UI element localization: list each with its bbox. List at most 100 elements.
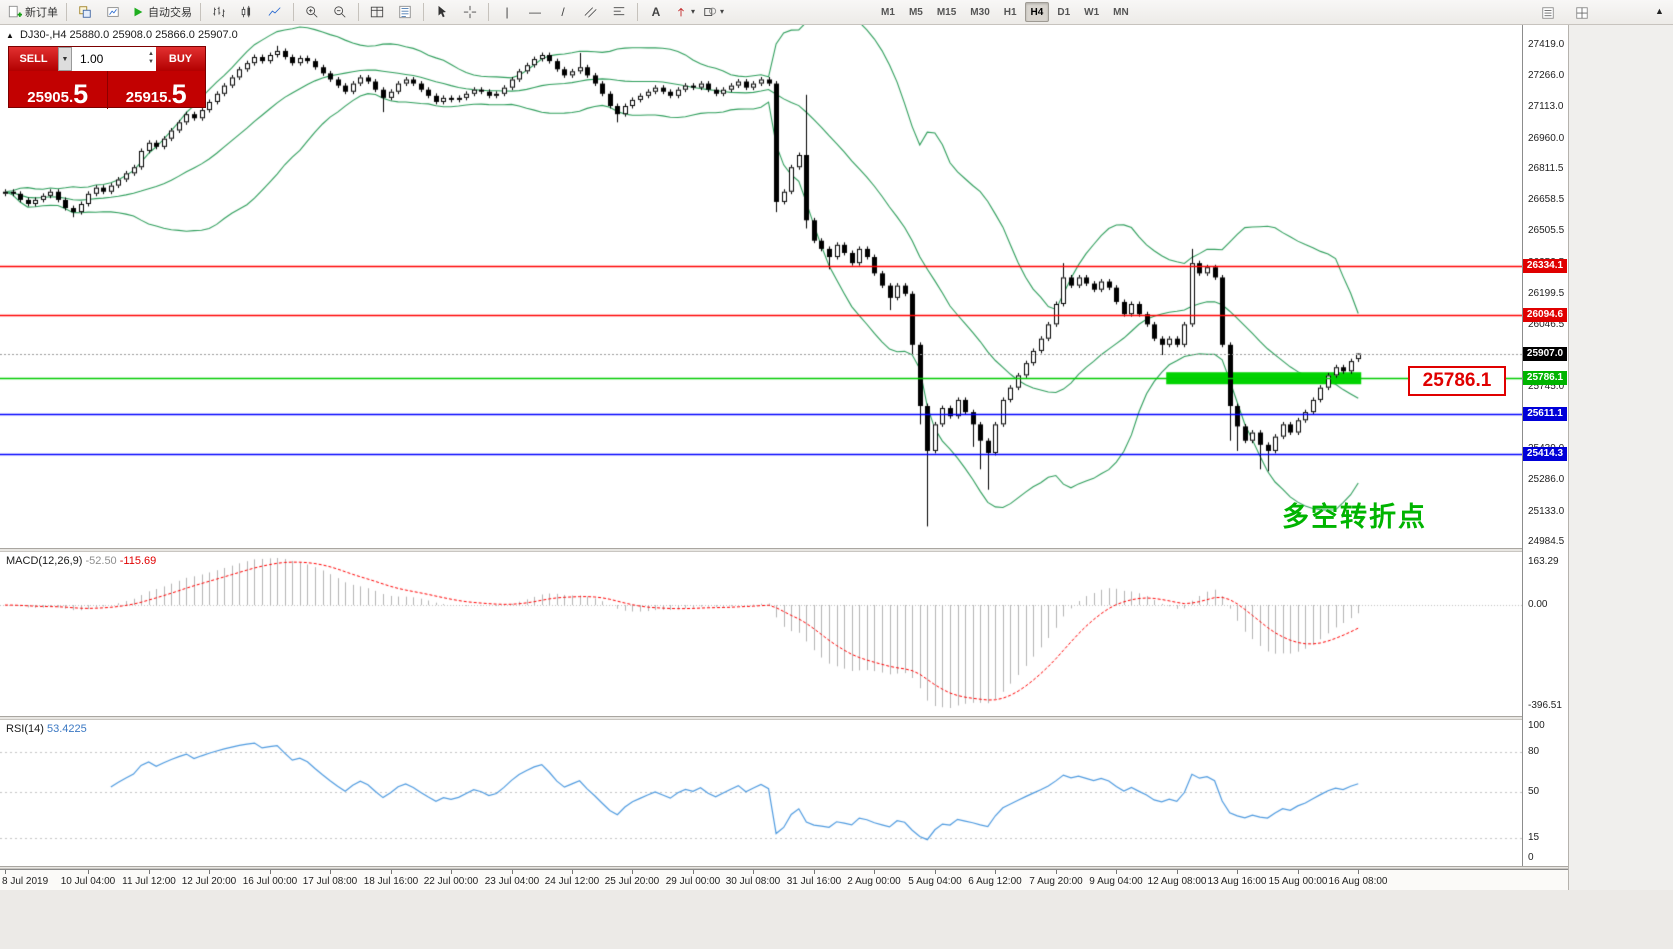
sell-price-main: 25905. — [27, 89, 74, 106]
horizontal-line-tool-button[interactable]: — — [529, 5, 541, 19]
toolbar-separator — [200, 3, 201, 21]
macd-axis-tick: -396.51 — [1528, 700, 1562, 711]
cursor-icon — [438, 5, 446, 18]
sell-price[interactable]: 25905. 5 — [9, 71, 108, 109]
price-tick: 25745.0 — [1528, 381, 1565, 392]
tile-windows-icon — [370, 6, 384, 18]
candlestick-chart-button[interactable] — [233, 1, 261, 23]
macd-indicator-canvas[interactable] — [0, 552, 1522, 716]
time-label: 6 Aug 12:00 — [968, 876, 1022, 887]
time-tick — [391, 870, 392, 874]
timeframe-mn-button[interactable]: MN — [1113, 6, 1129, 18]
chart-list-button[interactable] — [1534, 2, 1562, 24]
time-tick — [935, 870, 936, 874]
buy-button[interactable]: BUY — [156, 47, 205, 71]
shapes-object-icon — [704, 7, 717, 16]
timeframe-h1-button[interactable]: H1 — [1003, 6, 1017, 18]
crosshair-icon — [463, 5, 477, 19]
volume-up-icon[interactable]: ▲ — [148, 51, 154, 57]
rsi-axis-tick: 100 — [1528, 720, 1545, 731]
buy-price[interactable]: 25915. 5 — [108, 71, 206, 109]
fibonacci-tool-button[interactable] — [605, 1, 633, 23]
timeframe-h4-button[interactable]: H4 — [1024, 2, 1050, 22]
time-tick — [753, 870, 754, 874]
zoom-in-button[interactable] — [298, 1, 326, 23]
volume-value: 1.00 — [80, 52, 104, 66]
time-tick — [209, 870, 210, 874]
autotrading-button[interactable]: 自动交易 — [127, 1, 196, 23]
toolbar-collapse-button[interactable]: ▲ — [1655, 6, 1664, 16]
toolbar-separator — [358, 3, 359, 21]
timeframe-d1-button[interactable]: D1 — [1057, 6, 1071, 18]
right-panel-strip — [1568, 25, 1673, 890]
arrow-object-button[interactable]: ▾ — [670, 1, 699, 23]
price-axis[interactable]: 27419.0 27266.0 27113.0 26960.0 26811.5 26658… — [1522, 25, 1568, 866]
profiles-button[interactable] — [99, 1, 127, 23]
cursor-button[interactable] — [428, 1, 456, 23]
one-click-trading-panel: SELL ▼ 1.00 ▲ ▼ BUY 25905. 5 25915. 5 — [8, 46, 206, 109]
price-chart-canvas[interactable] — [0, 25, 1522, 548]
price-line-label-26334-1[interactable]: 26334.1 — [1523, 259, 1567, 273]
timeframe-m30-button[interactable]: M30 — [970, 6, 990, 18]
time-label: 17 Jul 08:00 — [302, 876, 358, 887]
profiles-icon — [107, 7, 119, 17]
macd-caption: MACD(12,26,9) -52.50 -115.69 — [6, 555, 156, 567]
tile-windows-button[interactable] — [363, 1, 391, 23]
turning-point-label[interactable]: 多空转折点 — [1282, 502, 1427, 532]
text-tool-button[interactable]: A — [642, 1, 670, 23]
panel-splitter[interactable] — [0, 716, 1568, 720]
data-window-button[interactable] — [1568, 2, 1596, 24]
rsi-value: 53.4225 — [46, 723, 87, 735]
time-axis[interactable]: 8 Jul 2019 10 Jul 04:00 11 Jul 12:00 12 Jul… — [0, 869, 1568, 890]
one-click-collapse-button[interactable]: ▲ — [6, 31, 14, 40]
rsi-indicator-canvas[interactable] — [0, 720, 1522, 866]
timeframe-m1-button[interactable]: M1 — [881, 6, 895, 18]
line-chart-button[interactable] — [261, 1, 289, 23]
timeframe-m15-button[interactable]: M15 — [936, 6, 957, 18]
time-tick — [572, 870, 573, 874]
price-note-box[interactable]: 25786.1 — [1408, 366, 1506, 396]
time-label: 30 Jul 08:00 — [725, 876, 781, 887]
trendline-tool-button[interactable]: / — [561, 5, 565, 19]
price-line-label-25907-0[interactable]: 25907.0 — [1523, 347, 1567, 361]
time-tick — [693, 870, 694, 874]
price-line-label-25786-1[interactable]: 25786.1 — [1523, 371, 1567, 385]
rsi-axis-tick: 80 — [1528, 746, 1540, 757]
sell-button[interactable]: SELL — [9, 47, 58, 71]
crosshair-button[interactable] — [456, 1, 484, 23]
vertical-line-tool-button[interactable]: | — [505, 5, 509, 19]
volume-down-icon[interactable]: ▼ — [148, 59, 154, 66]
time-tick — [451, 870, 452, 874]
price-line-label-26094-6[interactable]: 26094.6 — [1523, 308, 1567, 322]
price-tick: 26658.5 — [1528, 194, 1565, 205]
chart-list-icon — [1542, 7, 1554, 19]
charts-cascade-button[interactable] — [71, 1, 99, 23]
volume-input[interactable]: 1.00 ▲ ▼ — [72, 47, 156, 71]
timeframe-w1-button[interactable]: W1 — [1084, 6, 1100, 18]
panel-splitter[interactable] — [0, 866, 1568, 869]
chart-symbol-period: DJ30-,H4 — [19, 29, 67, 41]
panel-splitter[interactable] — [0, 548, 1568, 552]
zoom-in-icon — [306, 6, 318, 18]
volume-dropdown-button[interactable]: ▼ — [58, 47, 72, 71]
zoom-out-button[interactable] — [326, 1, 354, 23]
price-line-label-25611-1[interactable]: 25611.1 — [1523, 407, 1567, 421]
time-tick — [330, 870, 331, 874]
price-tick: 26046.5 — [1528, 319, 1565, 330]
price-line-label-25414-3[interactable]: 25414.3 — [1523, 447, 1567, 461]
time-tick — [874, 870, 875, 874]
rsi-name: RSI(14) — [6, 723, 44, 735]
time-label: 22 Jul 00:00 — [423, 876, 479, 887]
charts-cascade-icon — [79, 6, 91, 18]
channel-tool-button[interactable] — [577, 1, 605, 23]
indicators-list-button[interactable] — [391, 1, 419, 23]
bar-chart-button[interactable] — [205, 1, 233, 23]
line-chart-icon — [268, 7, 281, 16]
new-order-button[interactable]: 新订单 — [4, 1, 62, 23]
timeframe-m5-button[interactable]: M5 — [908, 6, 923, 18]
main-toolbar: 新订单 自动交易 — [0, 0, 1673, 25]
time-label: 13 Aug 16:00 — [1207, 876, 1267, 887]
time-label: 23 Jul 04:00 — [484, 876, 540, 887]
volume-stepper[interactable]: ▲ ▼ — [148, 50, 154, 67]
shapes-object-button[interactable]: ▾ — [699, 1, 728, 23]
